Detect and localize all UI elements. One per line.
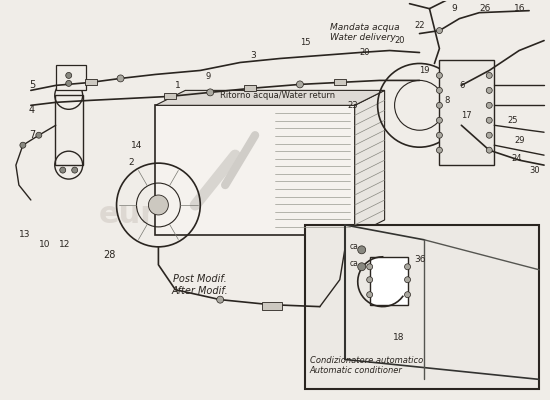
Circle shape	[437, 72, 442, 78]
Text: 18: 18	[393, 333, 404, 342]
Circle shape	[148, 195, 168, 215]
Text: 10: 10	[39, 240, 50, 249]
Text: 5: 5	[29, 80, 35, 90]
Text: eurospares: eurospares	[358, 295, 481, 314]
Text: 14: 14	[130, 141, 142, 150]
Polygon shape	[355, 90, 384, 235]
Circle shape	[486, 87, 492, 93]
Bar	[439, 60, 494, 165]
Text: 8: 8	[444, 96, 450, 105]
Circle shape	[405, 292, 410, 298]
Text: 23: 23	[348, 101, 359, 110]
Circle shape	[72, 167, 78, 173]
Polygon shape	[156, 90, 384, 105]
Circle shape	[405, 264, 410, 270]
Bar	[55, 95, 82, 165]
Bar	[85, 80, 97, 85]
Text: 28: 28	[103, 250, 116, 260]
Bar	[305, 225, 539, 389]
Text: 22: 22	[415, 21, 425, 30]
Circle shape	[486, 102, 492, 108]
Text: 13: 13	[19, 230, 30, 239]
Circle shape	[437, 117, 442, 123]
Text: 26: 26	[479, 4, 491, 13]
Text: 24: 24	[511, 154, 522, 163]
Circle shape	[437, 132, 442, 138]
Text: Post Modif.
After Modif.: Post Modif. After Modif.	[172, 274, 229, 296]
Text: 30: 30	[529, 166, 540, 175]
Text: 2: 2	[129, 158, 134, 167]
Bar	[334, 80, 346, 85]
Bar	[56, 66, 86, 90]
Text: 3: 3	[250, 51, 256, 60]
Text: 29: 29	[514, 136, 525, 145]
Circle shape	[486, 117, 492, 123]
Text: eurospares: eurospares	[99, 200, 292, 230]
Circle shape	[437, 87, 442, 93]
Text: 20: 20	[394, 36, 405, 45]
Text: Condizionatore automatico
Automatic conditioner: Condizionatore automatico Automatic cond…	[310, 356, 423, 375]
Circle shape	[296, 81, 304, 88]
Text: 4: 4	[29, 105, 35, 115]
Circle shape	[358, 246, 366, 254]
Text: 7: 7	[29, 130, 35, 140]
Circle shape	[486, 132, 492, 138]
Text: 19: 19	[420, 66, 430, 75]
Circle shape	[207, 89, 214, 96]
Text: Mandata acqua
Water delivery: Mandata acqua Water delivery	[330, 23, 399, 42]
Circle shape	[367, 277, 373, 283]
Text: 9: 9	[452, 4, 457, 13]
Text: 16: 16	[514, 4, 526, 13]
Text: 12: 12	[59, 240, 70, 249]
Circle shape	[437, 28, 442, 34]
Text: 1: 1	[175, 81, 181, 90]
Circle shape	[66, 80, 72, 86]
Bar	[262, 302, 282, 310]
Text: 6: 6	[459, 81, 465, 90]
Circle shape	[367, 292, 373, 298]
Circle shape	[437, 147, 442, 153]
Text: 17: 17	[461, 111, 472, 120]
Bar	[370, 257, 408, 305]
Circle shape	[117, 75, 124, 82]
Text: ca: ca	[350, 242, 359, 251]
Text: 36: 36	[415, 255, 426, 264]
Circle shape	[405, 277, 410, 283]
Circle shape	[20, 142, 26, 148]
Text: ca: ca	[350, 259, 359, 268]
Circle shape	[66, 72, 72, 78]
Text: Ritorno acqua/Water return: Ritorno acqua/Water return	[220, 91, 336, 100]
Circle shape	[437, 102, 442, 108]
Bar	[164, 93, 177, 99]
Text: 20: 20	[360, 48, 370, 57]
Text: 25: 25	[507, 116, 518, 125]
Bar	[156, 105, 355, 235]
Bar	[244, 85, 256, 91]
Circle shape	[486, 147, 492, 153]
Text: 15: 15	[300, 38, 310, 47]
Circle shape	[36, 132, 42, 138]
Circle shape	[217, 296, 224, 303]
Circle shape	[367, 264, 373, 270]
Circle shape	[358, 263, 366, 271]
Circle shape	[60, 167, 66, 173]
Text: 9: 9	[205, 72, 211, 81]
Circle shape	[486, 72, 492, 78]
